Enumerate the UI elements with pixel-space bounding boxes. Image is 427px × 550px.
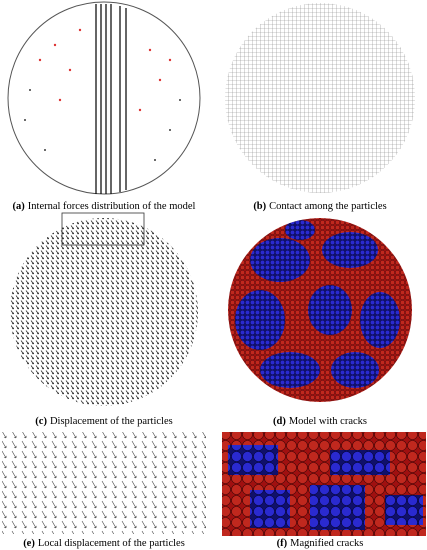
caption: (a) Internal forces distribution of the m… <box>13 201 196 212</box>
caption-text: Model with cracks <box>289 416 367 427</box>
panel-c-image <box>10 212 198 406</box>
panel-label: (c) <box>35 416 47 427</box>
panel-label: (b) <box>253 201 266 212</box>
panel-f-image <box>222 432 426 536</box>
panel-b-image <box>225 3 415 193</box>
panel-a-image <box>7 1 201 195</box>
panel-d-image <box>228 218 412 402</box>
panel-label: (a) <box>13 201 26 212</box>
caption: (f) Magnified cracks <box>277 538 364 549</box>
caption: (b) Contact among the particles <box>253 201 386 212</box>
caption-text: Internal forces distribution of the mode… <box>28 201 196 212</box>
caption: (e) Local displacement of the particles <box>23 538 185 549</box>
caption-text: Contact among the particles <box>269 201 387 212</box>
caption: (c) Displacement of the particles <box>35 416 172 427</box>
caption-text: Displacement of the particles <box>50 416 173 427</box>
caption-text: Magnified cracks <box>290 538 363 549</box>
caption: (d) Model with cracks <box>273 416 367 427</box>
panel-e-image <box>2 432 206 534</box>
panel-label: (f) <box>277 538 288 549</box>
panel-label: (d) <box>273 416 286 427</box>
panel-label: (e) <box>23 538 35 549</box>
caption-text: Local displacement of the particles <box>38 538 185 549</box>
